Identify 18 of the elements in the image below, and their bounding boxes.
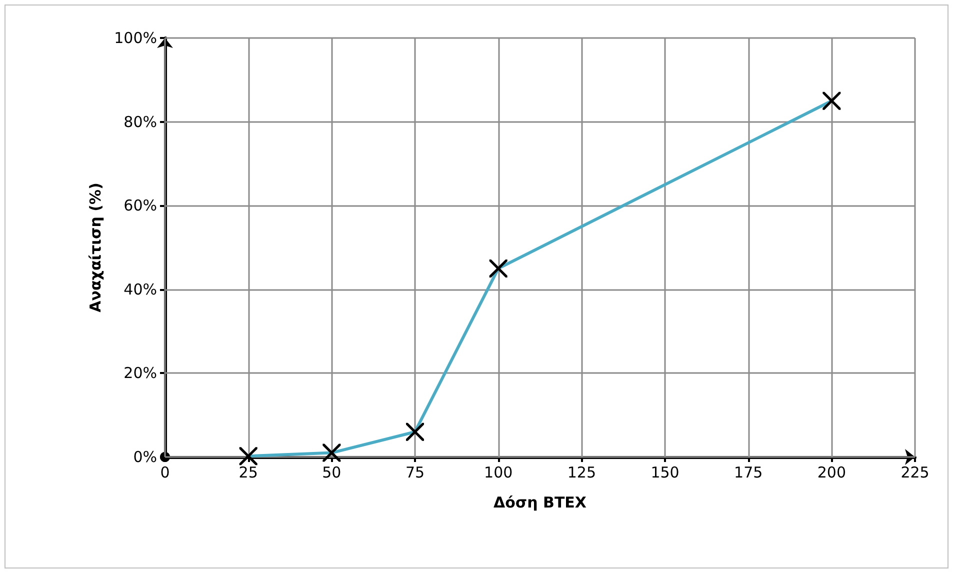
y-axis-title: Αναχαίτιση (%) (86, 182, 104, 312)
x-tick-label: 75 (405, 464, 425, 482)
x-tick-label: 0 (160, 464, 170, 482)
y-tick-label: 20% (124, 364, 157, 382)
y-tick-label: 100% (114, 29, 157, 47)
x-tick-label: 100 (484, 464, 513, 482)
x-tick-label: 25 (238, 464, 258, 482)
y-tick-label: 40% (124, 280, 157, 298)
x-tick-label: 125 (567, 464, 596, 482)
y-tick-label: 60% (124, 196, 157, 215)
x-tick-label: 50 (322, 464, 342, 482)
y-tick-label: 80% (124, 112, 157, 131)
y-tick-label: 0% (133, 448, 157, 466)
x-tick-label: 175 (734, 464, 763, 482)
x-tick-label: 200 (817, 464, 846, 482)
x-axis-title: Δόση BTEX (494, 494, 587, 512)
x-tick-label: 225 (900, 464, 930, 482)
x-tick-label: 150 (650, 464, 680, 482)
